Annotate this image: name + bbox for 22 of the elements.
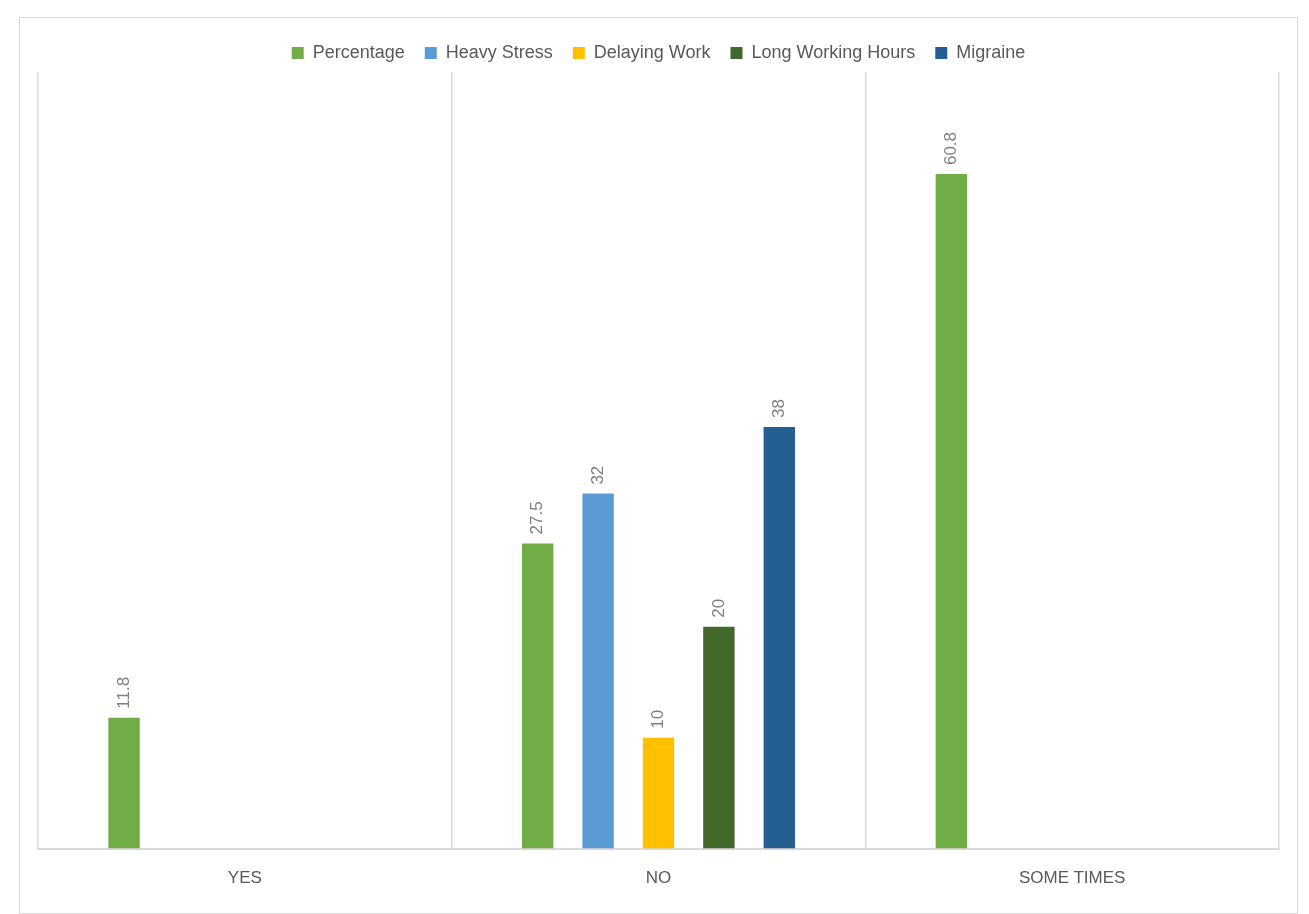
bar [108,717,140,849]
x-tick-label: NO [645,868,672,888]
bar [582,493,614,849]
x-tick-label: SOME TIMES [1018,868,1126,888]
bar [522,543,554,849]
legend-label: Migraine [956,41,1026,62]
data-label: 38 [768,399,788,419]
legend-label: Percentage [312,41,405,62]
data-label: 27.5 [527,501,547,535]
legend-label: Heavy Stress [445,41,553,62]
legend-label: Delaying Work [593,41,712,62]
bar [935,174,968,849]
bar [642,737,675,849]
data-label: 11.8 [113,676,133,709]
legend-label: Long Working Hours [751,41,916,62]
bar [703,626,735,849]
data-label: 20 [708,598,728,618]
data-label: 32 [587,465,607,485]
bar [763,427,795,849]
data-label: 60.8 [941,131,961,166]
x-tick-label: YES [227,868,262,888]
data-label: 10 [648,709,668,729]
